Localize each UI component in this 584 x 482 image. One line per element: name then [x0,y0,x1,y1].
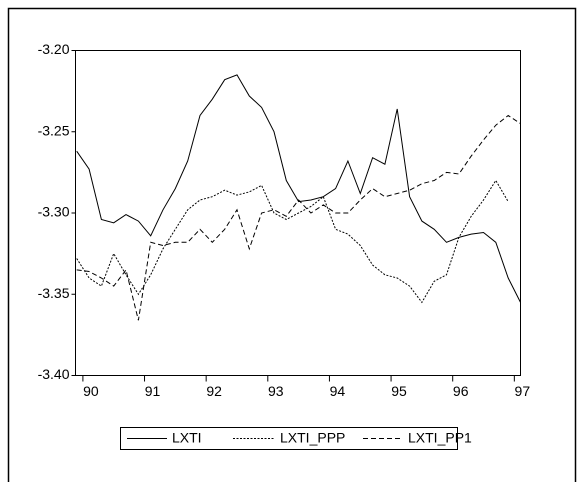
y-tick-label: -3.20 [38,41,70,57]
x-tick-label: 93 [268,383,284,399]
x-tick-label: 95 [391,383,407,399]
series-line [76,74,521,303]
series-line [76,179,509,304]
y-tick-label: -3.40 [38,366,70,382]
y-tick-label: -3.35 [38,285,70,301]
legend-label: LXTI_PPP [280,430,345,446]
series-line [76,114,521,321]
x-tick-label: 97 [515,383,531,399]
x-tick-label: 96 [453,383,469,399]
legend-box [120,427,458,450]
frame [7,7,577,482]
x-tick-label: 92 [206,383,222,399]
y-tick-label: -3.30 [38,204,70,220]
legend-label: LXTI [172,430,202,446]
x-tick-label: 94 [330,383,346,399]
x-tick-label: 90 [83,383,99,399]
legend-label: LXTI_PP1 [408,430,472,446]
x-tick-label: 91 [145,383,161,399]
y-tick-label: -3.25 [38,122,70,138]
